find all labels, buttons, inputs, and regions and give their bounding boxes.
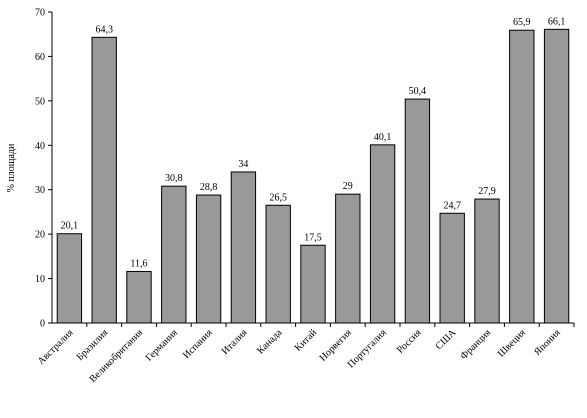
data-label: 28,8 <box>200 182 218 193</box>
category-label: Норвегия <box>318 327 355 364</box>
category-label: Австралия <box>36 327 76 367</box>
bar <box>404 98 431 324</box>
y-tick-label: 50 <box>35 96 45 107</box>
bar <box>300 244 326 324</box>
data-label: 24,7 <box>443 200 461 211</box>
bar <box>161 185 187 324</box>
bar <box>56 233 83 324</box>
bar <box>91 36 117 324</box>
bar <box>265 204 291 324</box>
category-label: Италия <box>220 327 250 357</box>
category-label: Китай <box>293 327 320 354</box>
bar <box>509 29 535 324</box>
category-label: Франция <box>458 327 493 362</box>
category-label: Канада <box>255 327 285 357</box>
bar <box>335 193 361 324</box>
bar <box>126 270 152 324</box>
data-label: 20,1 <box>61 221 79 232</box>
y-tick-label: 40 <box>35 141 45 152</box>
y-tick-label: 20 <box>35 230 45 241</box>
data-label: 30,8 <box>165 173 183 184</box>
category-label: Испания <box>181 327 215 361</box>
data-label: 40,1 <box>374 132 392 143</box>
category-label: Бразилия <box>75 327 111 363</box>
y-tick-label: 60 <box>35 52 45 63</box>
y-axis-label: % площади <box>6 143 17 192</box>
bar <box>439 212 465 324</box>
bar <box>543 28 570 324</box>
data-label: 65,9 <box>513 17 531 28</box>
bars <box>56 28 570 324</box>
category-label: Германия <box>144 327 181 364</box>
bar <box>195 194 222 324</box>
category-label: США <box>434 327 459 352</box>
bar <box>474 198 500 324</box>
data-label: 26,5 <box>269 192 287 203</box>
y-tick-label: 10 <box>35 274 45 285</box>
y-tick-label: 30 <box>35 185 45 196</box>
data-label: 29 <box>343 181 353 192</box>
data-label: 50,4 <box>409 86 427 97</box>
bar <box>230 171 257 324</box>
data-label: 64,3 <box>95 24 113 35</box>
category-label: Швеция <box>496 327 528 359</box>
data-label: 66,1 <box>548 16 566 27</box>
category-label: Россия <box>395 327 424 356</box>
data-label: 34 <box>238 159 248 170</box>
bar <box>369 144 396 324</box>
y-tick-label: 70 <box>35 8 45 19</box>
y-tick-label: 0 <box>40 319 45 330</box>
data-labels: 20,1 64,3 11,6 30,8 28,8 34 26,5 17,5 29 40,1 50,4… <box>61 16 566 269</box>
category-label: Япония <box>532 327 563 358</box>
data-label: 17,5 <box>304 232 322 243</box>
y-axis-ticks: 0 10 20 30 40 50 60 70 <box>35 8 52 330</box>
data-label: 11,6 <box>130 258 147 269</box>
data-label: 27,9 <box>478 186 496 197</box>
